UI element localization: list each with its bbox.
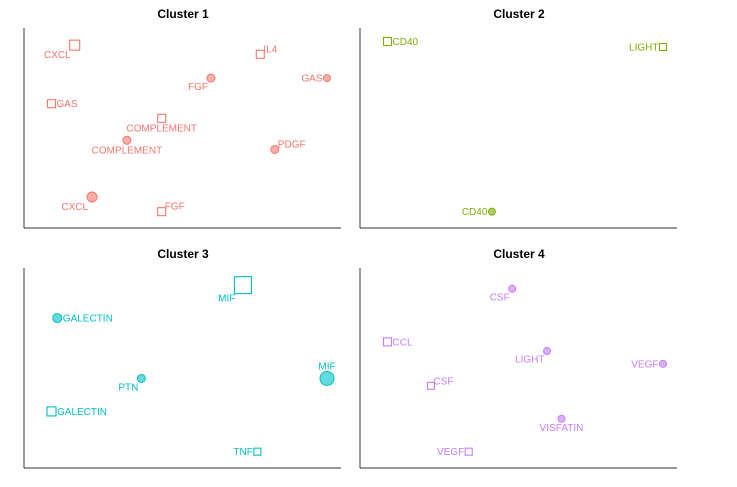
point-label: PDGF [278,139,306,150]
point-marker-square [464,447,473,456]
point-marker-circle [136,373,146,383]
point-marker-circle [270,144,280,154]
point-marker-circle [52,313,63,324]
point-marker-square [255,49,265,59]
panel-cluster-1: Cluster 1 CXCL IL4 FGF GAS GAS COMPLEMENT COMPL… [23,7,341,229]
point-marker-square [157,113,167,123]
point-marker-square [157,207,167,217]
point-label: FGF [188,82,208,93]
point-label: MIF [318,361,335,372]
point-marker-square [253,447,262,456]
point-label: TNF [233,447,252,458]
point-label: VEGF [437,447,464,458]
point-marker-circle [319,370,335,386]
point-marker-circle [557,414,566,423]
point-label: CSF [434,376,454,387]
point-label: IL4 [263,44,277,55]
point-marker-circle [323,74,331,83]
point-marker-circle [122,135,132,145]
point-marker-circle [508,284,517,293]
point-marker-square [382,337,393,347]
point-marker-circle [206,73,216,83]
point-label: GALECTIN [63,314,113,325]
panel-title: Cluster 4 [493,247,545,261]
point-label: CCL [393,337,413,348]
point-label: GAS [301,74,322,85]
point-label: MIF [218,294,235,305]
point-label: CSF [490,292,510,303]
point-label: COMPLEMENT [126,123,197,134]
point-label: CXCL [44,50,71,61]
point-marker-square [46,406,57,417]
point-label: CD40 [393,37,419,48]
point-marker-circle [487,207,496,216]
panel-cluster-3: Cluster 3 MIF GALECTIN MIF PTN GALECTIN TNF [23,247,341,469]
point-marker-circle [659,359,667,368]
point-marker-square [426,381,436,390]
panel-cluster-2: Cluster 2 CD40 LIGHT CD40 [359,7,677,229]
point-label: COMPLEMENT [92,145,163,156]
panel-title: Cluster 2 [493,7,545,21]
point-marker-circle [86,191,98,203]
point-label: FGF [165,202,185,213]
point-label: LIGHT [629,42,658,53]
point-label: VEGF [631,359,658,370]
panel-cluster-4: Cluster 4 CSF CCL LIGHT VEGF CSF VISFATIN VEGF [359,247,677,469]
point-marker-circle [543,347,551,356]
point-marker-square [46,99,57,109]
point-label: GALECTIN [57,407,107,418]
panel-title: Cluster 1 [157,7,209,21]
point-marker-square [382,36,393,47]
point-label: GAS [57,99,78,110]
point-label: CXCL [61,202,88,213]
point-label: LIGHT [515,355,544,366]
point-marker-square [658,42,668,52]
point-marker-square [69,39,81,51]
point-label: CD40 [462,207,488,218]
point-label: VISFATIN [540,423,584,434]
point-label: PTN [118,382,138,393]
panel-title: Cluster 3 [157,247,209,261]
point-marker-square [233,276,252,295]
